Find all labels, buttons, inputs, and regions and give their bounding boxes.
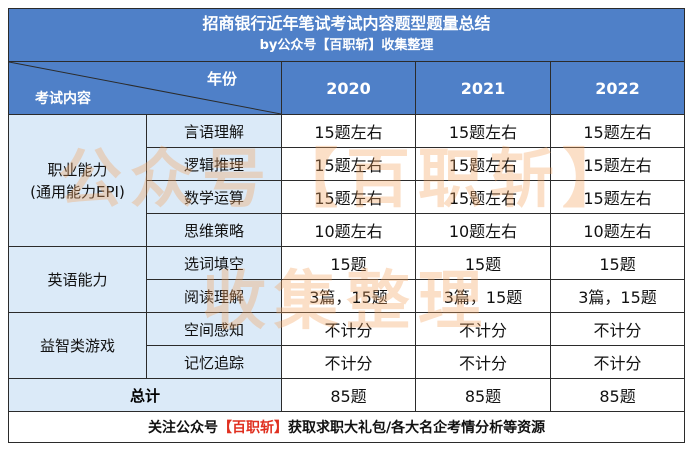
value-cell: 10题左右 [281,213,416,247]
item-name: 言语理解 [146,114,282,148]
value-cell: 3篇，15题 [415,279,551,313]
total-label: 总计 [8,378,282,412]
item-name: 数学运算 [146,180,282,214]
value-cell: 不计分 [549,345,686,379]
footer-row: 关注公众号【百职斩】获取求职大礼包/各大名企考情分析等资源 [7,411,686,443]
table-row: 记忆追踪 不计分 不计分 不计分 [9,345,686,379]
value-cell: 15题左右 [549,180,686,214]
footer-highlight: 【百职斩】 [217,420,288,436]
table-row: 英语能力 选词填空 15题 15题 15题 [8,246,686,313]
footer-note: 关注公众号【百职斩】获取求职大礼包/各大名企考情分析等资源 [7,411,686,443]
exam-axis-label: 考试内容 [35,91,91,107]
value-cell: 15题左右 [415,180,551,214]
item-name: 阅读理解 [146,279,282,313]
item-name: 逻辑推理 [146,147,282,181]
table-row: 职业能力 (通用能力EPI) 言语理解 15题左右 15题左右 15题左右 [8,114,686,247]
page-title: 招商银行近年笔试考试内容题型题量总结 [202,14,491,33]
diagonal-header-cell: 年份 考试内容 [8,61,282,115]
category-name: 英语能力 [47,270,108,289]
value-cell: 15题 [415,246,551,280]
value-cell: 15题 [549,246,686,280]
category-name: 益智类游戏 [39,336,115,355]
category-name: 职业能力 [47,160,108,179]
value-cell: 10题左右 [549,213,686,247]
value-cell: 15题左右 [281,147,416,181]
item-name: 思维策略 [146,213,282,247]
category-cell: 职业能力 (通用能力EPI) [8,114,147,247]
value-cell: 15题 [281,246,416,280]
footer-post: 获取求职大礼包/各大名企考情分析等资源 [287,420,546,436]
category-cell: 英语能力 [8,246,147,313]
footer-pre: 关注公众号 [147,420,218,436]
value-cell: 15题左右 [549,114,686,148]
value-cell: 不计分 [281,345,416,379]
year-header-2022: 2022 [549,61,686,115]
total-row: 总计 85题 85题 85题 [8,378,686,412]
total-value: 85题 [281,378,416,412]
year-header-2020: 2020 [281,61,416,115]
title-cell: 招商银行近年笔试考试内容题型题量总结 by公众号【百职斩】收集整理 [7,8,686,62]
value-cell: 3篇，15题 [281,279,416,313]
value-cell: 不计分 [415,345,551,379]
value-cell: 不计分 [549,312,686,346]
year-axis-label: 年份 [206,70,237,88]
page-subtitle: by公众号【百职斩】收集整理 [259,38,434,53]
value-cell: 不计分 [415,312,551,346]
item-name: 空间感知 [146,312,282,346]
title-row: 招商银行近年笔试考试内容题型题量总结 by公众号【百职斩】收集整理 [7,8,686,62]
value-cell: 15题左右 [415,147,551,181]
category-cell: 益智类游戏 [8,312,147,379]
value-cell: 3篇，15题 [549,279,686,313]
summary-table: 招商银行近年笔试考试内容题型题量总结 by公众号【百职斩】收集整理 年份 考试内… [7,8,686,443]
header-row: 年份 考试内容 2020 2021 2022 [8,61,686,115]
table-row: 阅读理解 3篇，15题 3篇，15题 3篇，15题 [9,279,686,313]
value-cell: 15题左右 [415,114,551,148]
category-subname: (通用能力EPI) [30,182,125,201]
item-name: 选词填空 [146,246,282,280]
value-cell: 15题左右 [549,147,686,181]
total-value: 85题 [415,378,551,412]
item-name: 记忆追踪 [146,345,282,379]
year-header-2021: 2021 [415,61,551,115]
table-row: 益智类游戏 空间感知 不计分 不计分 不计分 [8,312,686,379]
value-cell: 10题左右 [415,213,551,247]
value-cell: 15题左右 [281,180,416,214]
value-cell: 不计分 [281,312,416,346]
table-row: 数学运算 15题左右 15题左右 15题左右 [9,180,686,214]
total-value: 85题 [549,378,686,412]
diagonal-line [9,62,281,114]
value-cell: 15题左右 [281,114,416,148]
